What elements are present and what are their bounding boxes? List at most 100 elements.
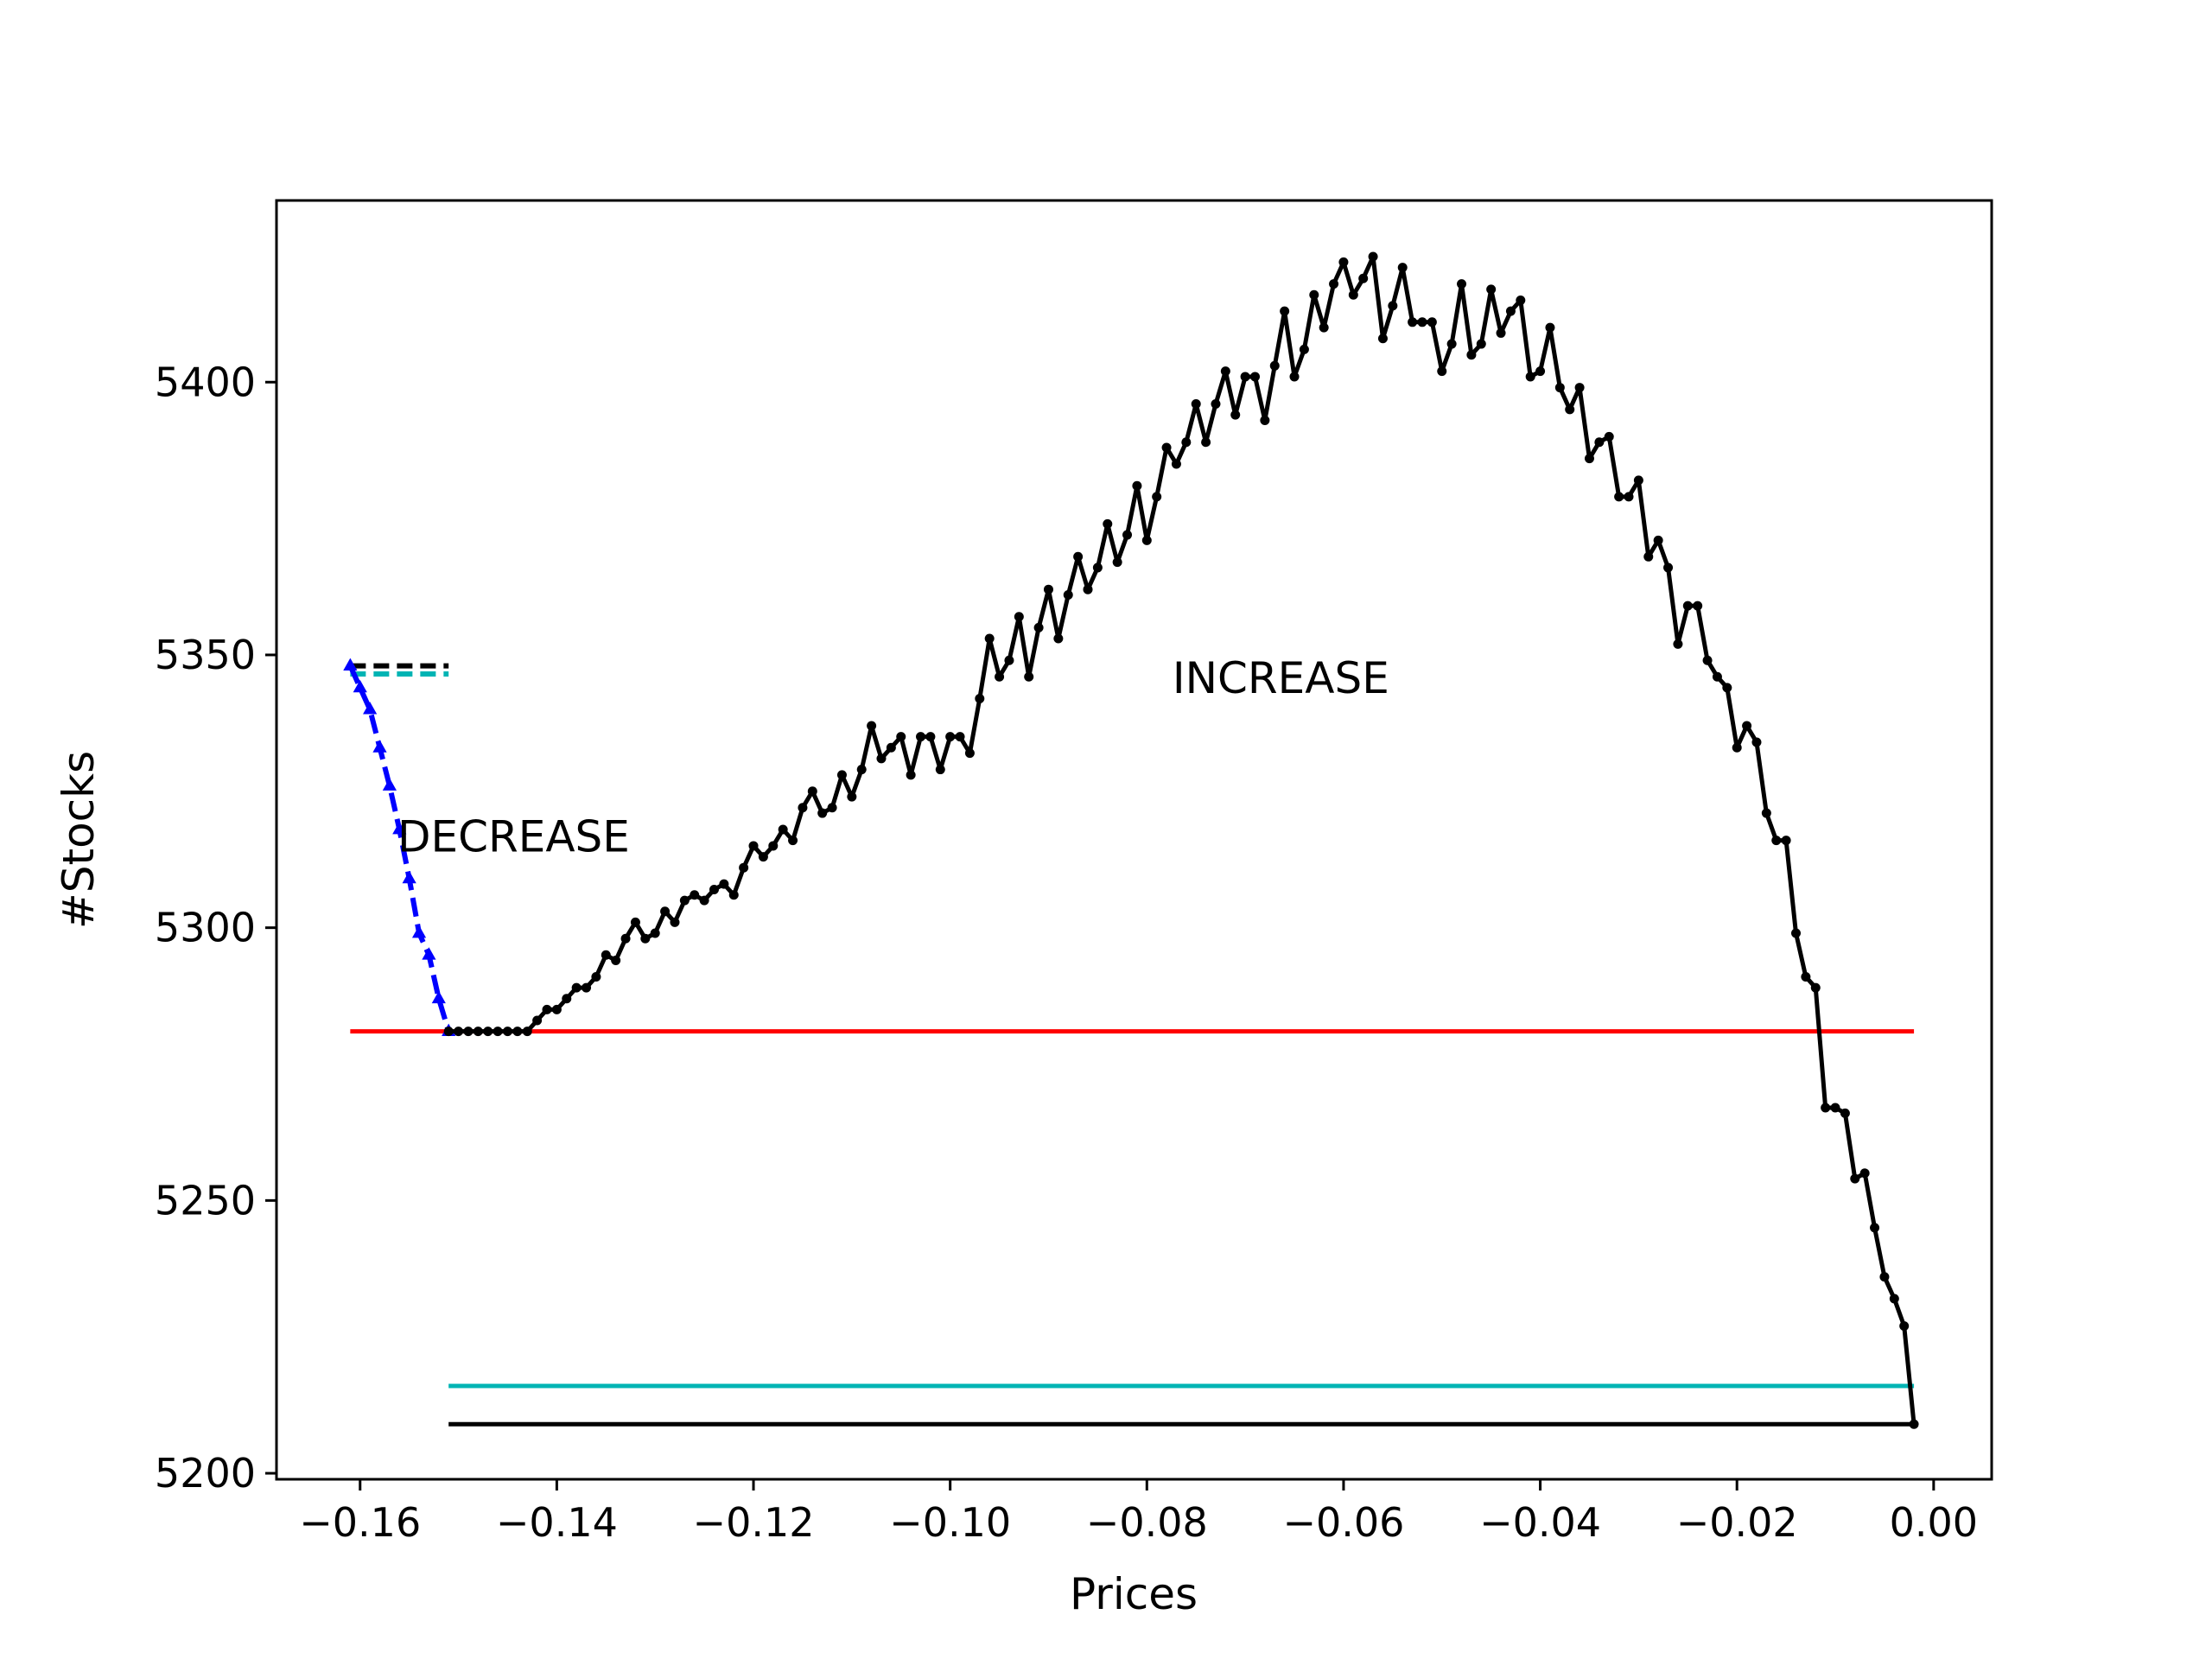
data-point xyxy=(1122,530,1133,540)
data-point xyxy=(1496,327,1506,338)
data-point xyxy=(1859,1168,1870,1179)
data-point xyxy=(1909,1419,1919,1429)
data-point-triangle xyxy=(343,658,358,671)
data-point xyxy=(1280,306,1290,316)
x-tick-label: −0.14 xyxy=(496,1499,618,1546)
data-point xyxy=(1388,301,1398,311)
data-point xyxy=(1771,836,1782,846)
data-point xyxy=(690,890,700,900)
data-point xyxy=(1201,437,1211,448)
data-point xyxy=(1211,399,1221,410)
axes-frame xyxy=(275,199,1993,1481)
y-tick-label: 5400 xyxy=(155,359,256,405)
data-point xyxy=(1850,1173,1860,1184)
data-point xyxy=(1751,737,1762,747)
data-point xyxy=(1821,1103,1831,1113)
data-point xyxy=(454,1027,464,1037)
data-point-triangle xyxy=(411,925,427,938)
data-point xyxy=(660,906,671,917)
data-point xyxy=(836,770,847,780)
data-point-triangle xyxy=(431,990,446,1004)
data-point xyxy=(1584,454,1594,464)
data-point xyxy=(1781,836,1791,846)
data-point xyxy=(699,895,709,906)
data-point xyxy=(1810,982,1821,993)
data-point xyxy=(876,753,887,764)
data-point xyxy=(1437,366,1447,377)
data-point xyxy=(1181,437,1192,448)
x-tick-label: −0.02 xyxy=(1676,1499,1798,1546)
x-tick-label: −0.12 xyxy=(693,1499,815,1546)
data-point xyxy=(1309,289,1319,300)
data-point-triangle xyxy=(382,778,397,791)
x-axis-label: Prices xyxy=(1070,1569,1198,1619)
data-point xyxy=(1368,251,1378,262)
data-point xyxy=(611,956,621,966)
data-point xyxy=(1712,671,1722,682)
y-tick-label: 5300 xyxy=(155,905,256,951)
data-point xyxy=(739,862,749,873)
data-point xyxy=(532,1015,543,1026)
data-point xyxy=(788,836,798,846)
data-point xyxy=(1545,322,1555,333)
x-tick-label: −0.16 xyxy=(299,1499,421,1546)
data-point xyxy=(1476,339,1486,349)
data-point xyxy=(1260,415,1270,425)
data-point xyxy=(1643,551,1654,562)
data-point xyxy=(1682,601,1693,611)
data-point xyxy=(1457,279,1467,289)
data-point xyxy=(571,982,582,993)
data-point xyxy=(886,742,896,753)
data-point xyxy=(1348,289,1358,300)
data-point xyxy=(1073,551,1084,562)
data-point xyxy=(1870,1223,1880,1233)
data-point xyxy=(1141,535,1152,545)
data-point-triangle xyxy=(353,679,367,693)
data-point xyxy=(768,841,779,851)
data-point xyxy=(1004,655,1014,665)
data-point xyxy=(1486,284,1497,295)
data-point xyxy=(1240,372,1250,382)
data-point xyxy=(1801,971,1811,982)
data-point-triangle xyxy=(402,870,416,884)
data-point xyxy=(463,1027,474,1037)
data-point xyxy=(1152,492,1162,502)
data-point xyxy=(1427,317,1437,327)
data-point xyxy=(1614,492,1624,502)
data-point xyxy=(916,732,926,742)
data-point xyxy=(817,808,828,818)
data-point xyxy=(1043,584,1053,594)
data-point xyxy=(748,841,759,851)
data-point xyxy=(582,982,592,993)
data-point xyxy=(1014,612,1024,622)
data-point xyxy=(925,732,936,742)
data-point xyxy=(1722,683,1732,693)
data-point xyxy=(630,917,640,927)
data-point xyxy=(522,1027,532,1037)
data-point xyxy=(719,879,729,889)
data-point xyxy=(1761,808,1771,818)
data-point xyxy=(1338,257,1349,267)
data-point xyxy=(493,1027,503,1037)
x-tick-label: 0.00 xyxy=(1890,1499,1978,1546)
data-point xyxy=(1702,655,1713,665)
data-point xyxy=(1417,317,1427,327)
data-point xyxy=(1397,263,1408,273)
data-point-triangle xyxy=(372,740,387,753)
data-point xyxy=(542,1004,552,1014)
data-point xyxy=(483,1027,493,1037)
data-point xyxy=(1161,442,1172,453)
data-point xyxy=(1594,437,1605,448)
data-point xyxy=(1604,431,1614,442)
data-point xyxy=(650,928,660,938)
data-point xyxy=(1220,366,1230,377)
data-point xyxy=(896,732,906,742)
data-point xyxy=(502,1027,512,1037)
data-point xyxy=(640,933,651,944)
data-point xyxy=(1732,742,1742,753)
data-point xyxy=(512,1027,523,1037)
y-tick-label: 5200 xyxy=(155,1450,256,1497)
data-point xyxy=(1191,399,1201,410)
annotations: DECREASE INCREASE xyxy=(397,653,1389,861)
